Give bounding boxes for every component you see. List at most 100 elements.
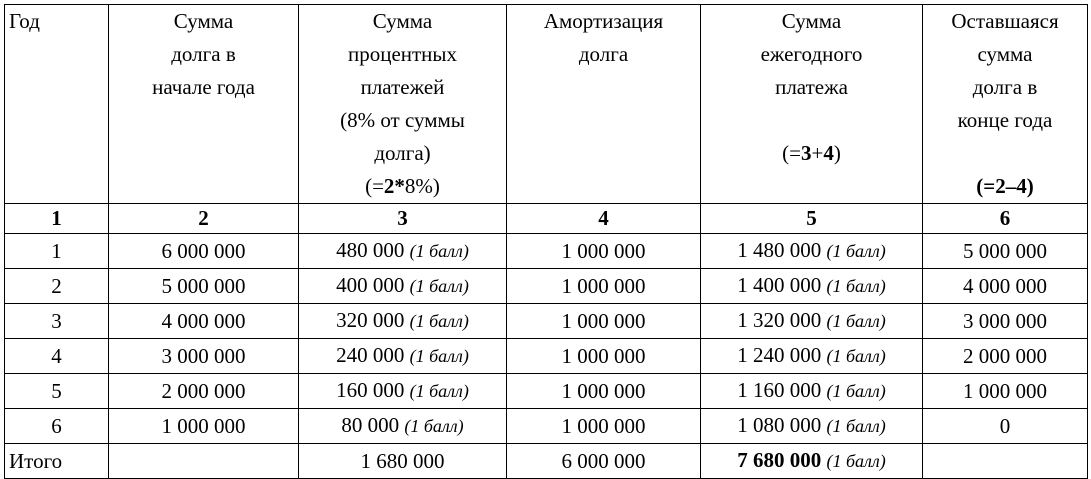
header-cell: Год: [4, 4, 109, 204]
header-cell: Амортизация долга: [506, 4, 701, 204]
cell-value: 240 000: [336, 343, 405, 367]
header-line: ежегодного: [760, 42, 863, 66]
cell-value: 480 000: [336, 238, 405, 262]
header-line: платежей: [360, 75, 445, 99]
table-cell: 240 000 (1 балл): [298, 338, 507, 374]
formula: (=2–4): [927, 170, 1083, 203]
table-cell: 1 000 000: [506, 268, 701, 304]
score-note: (1 балл): [826, 451, 886, 471]
score-note: (1 балл): [409, 276, 469, 296]
column-number: 5: [700, 203, 923, 234]
formula-part: (=: [365, 174, 384, 198]
table-cell: 3 000 000: [922, 303, 1088, 339]
empty-cell: [922, 443, 1088, 479]
cell-value: 1 320 000: [737, 308, 822, 332]
total-label: Итого: [4, 443, 109, 479]
total-payment: 7 680 000 (1 балл): [700, 443, 923, 479]
score-note: (1 балл): [409, 241, 469, 261]
table-cell: 4 000 000: [108, 303, 299, 339]
table-cell: 400 000 (1 балл): [298, 268, 507, 304]
table-cell: 1 000 000: [506, 303, 701, 339]
table-cell: 0: [922, 408, 1088, 444]
score-note: (1 балл): [826, 241, 886, 261]
cell-value: 7 680 000: [737, 448, 822, 472]
table-cell: 1 000 000: [506, 408, 701, 444]
table-cell: 4: [4, 338, 109, 374]
header-cell: Сумма долга в начале года: [108, 4, 299, 204]
table-cell: 5 000 000: [108, 268, 299, 304]
score-note: (1 балл): [409, 346, 469, 366]
cell-value: 1 240 000: [737, 343, 822, 367]
empty-cell: [108, 443, 299, 479]
spacer: [705, 104, 918, 137]
table-cell: 1 240 000 (1 балл): [700, 338, 923, 374]
formula: (=2*8%): [303, 170, 502, 203]
table-cell: 2 000 000: [922, 338, 1088, 374]
column-number: 6: [922, 203, 1088, 234]
column-number: 2: [108, 203, 299, 234]
score-note: (1 балл): [404, 416, 464, 436]
cell-value: 80 000: [341, 413, 400, 437]
header-line: Оставшаяся: [951, 9, 1059, 33]
header-line: долга): [374, 141, 431, 165]
table-cell: 4 000 000: [922, 268, 1088, 304]
table-cell: 160 000 (1 балл): [298, 373, 507, 409]
score-note: (1 балл): [409, 381, 469, 401]
table-cell: 5: [4, 373, 109, 409]
formula: (=3+4): [705, 137, 918, 170]
cell-value: 1 080 000: [737, 413, 822, 437]
header-line: конце года: [957, 108, 1053, 132]
header-line: Сумма: [781, 9, 842, 33]
table-cell: 320 000 (1 балл): [298, 303, 507, 339]
table-cell: 1 000 000: [922, 373, 1088, 409]
header-line: платежа: [775, 75, 848, 99]
score-note: (1 балл): [826, 346, 886, 366]
score-note: (1 балл): [409, 311, 469, 331]
table-cell: 1 400 000 (1 балл): [700, 268, 923, 304]
amortization-table: Год Сумма долга в начале года Сумма процентны…: [4, 4, 1088, 479]
header-cell: Сумма ежегодного платежа (=3+4): [700, 4, 923, 204]
table-cell: 1 320 000 (1 балл): [700, 303, 923, 339]
header-line: долга: [578, 42, 629, 66]
table-cell: 1: [4, 233, 109, 269]
total-amortization: 6 000 000: [506, 443, 701, 479]
total-row: Итого 1 680 000 6 000 000 7 680 000 (1 балл…: [4, 443, 1088, 479]
table-cell: 3 000 000: [108, 338, 299, 374]
total-interest: 1 680 000: [298, 443, 507, 479]
formula-part: 3: [801, 141, 812, 165]
header-line: Сумма: [372, 9, 433, 33]
table-cell: 2: [4, 268, 109, 304]
table-cell: 480 000 (1 балл): [298, 233, 507, 269]
header-line: Амортизация: [543, 9, 664, 33]
header-line: Год: [9, 9, 40, 33]
table-cell: 1 000 000: [506, 338, 701, 374]
cell-value: 1 400 000: [737, 273, 822, 297]
table-cell: 1 080 000 (1 балл): [700, 408, 923, 444]
table-cell: 1 000 000: [108, 408, 299, 444]
header-line: сумма: [977, 42, 1033, 66]
column-number: 4: [506, 203, 701, 234]
header-cell: Сумма процентных платежей (8% от суммы долга…: [298, 4, 507, 204]
table-cell: 3: [4, 303, 109, 339]
formula-part: ): [833, 141, 841, 165]
table-cell: 1 000 000: [506, 373, 701, 409]
table-cell: 1 160 000 (1 балл): [700, 373, 923, 409]
header-cell: Оставшаяся сумма долга в конце года (=2–4): [922, 4, 1088, 204]
formula-part: (=: [782, 141, 801, 165]
cell-value: 1 160 000: [737, 378, 822, 402]
formula-part: 4: [823, 141, 834, 165]
cell-value: 400 000: [336, 273, 405, 297]
spacer: [927, 137, 1083, 170]
header-line: долга в: [972, 75, 1038, 99]
score-note: (1 балл): [826, 381, 886, 401]
table-cell: 1 480 000 (1 балл): [700, 233, 923, 269]
header-line: начале года: [152, 75, 255, 99]
